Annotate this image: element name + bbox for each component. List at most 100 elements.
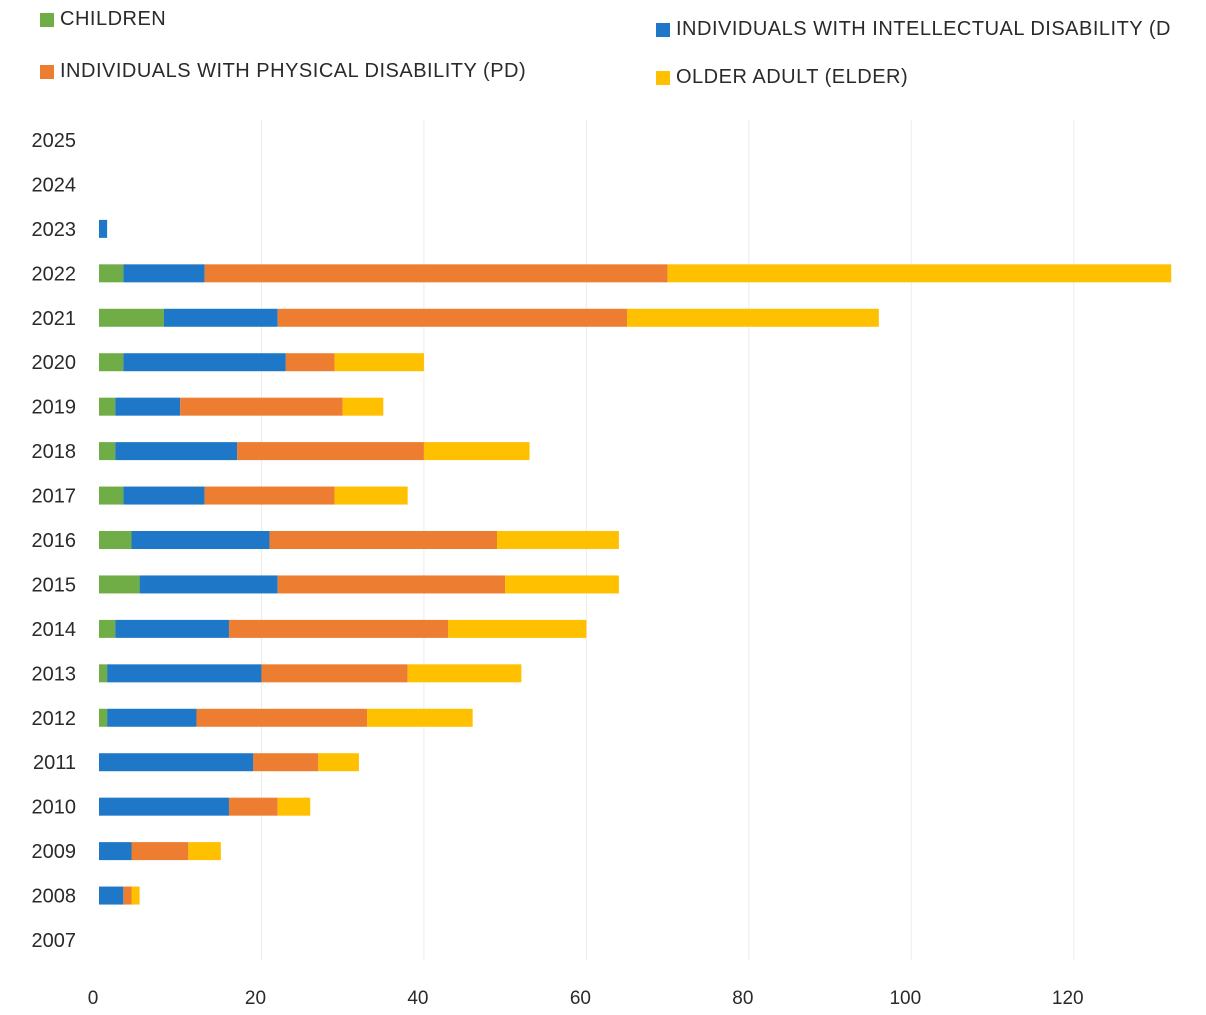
y-tick-label-2024: 2024 [32, 174, 77, 196]
bar-2020-series-1 [123, 353, 286, 372]
legend-item-children: CHILDREN [40, 8, 166, 31]
bar-2022-series-3 [667, 264, 1172, 283]
legend-label-children: CHILDREN [60, 8, 167, 30]
bar-2020-series-0 [99, 353, 124, 372]
bar-2019-series-2 [180, 397, 343, 416]
bar-2013-series-1 [107, 664, 262, 683]
bar-2008-series-2 [123, 886, 132, 905]
bar-2015-series-1 [139, 575, 278, 594]
legend-label-older-adult: OLDER ADULT (ELDER) [676, 66, 909, 88]
legend-swatch-children [40, 12, 54, 27]
y-tick-label-2016: 2016 [32, 530, 77, 552]
bar-2014-series-2 [228, 619, 449, 638]
bar-2016-series-0 [99, 531, 132, 549]
bar-2012-series-2 [196, 708, 368, 727]
y-tick-label-2011: 2011 [33, 752, 76, 774]
legend-swatch-older-adult [656, 70, 670, 85]
bar-2021-series-1 [163, 308, 278, 327]
y-tick-label-2022: 2022 [32, 263, 77, 285]
bar-2018-series-0 [99, 442, 116, 461]
y-tick-label-2023: 2023 [32, 219, 77, 241]
y-tick-label-2009: 2009 [32, 841, 77, 863]
bar-2012-series-1 [107, 708, 197, 727]
y-tick-label-2017: 2017 [32, 486, 77, 508]
legend-swatch-physical-disability [40, 64, 54, 79]
bar-2018-series-3 [423, 442, 530, 461]
bar-2019-series-0 [99, 397, 116, 416]
bar-2021-series-2 [277, 308, 627, 327]
x-axis-ticks: 0 20 40 60 80 100 120 [88, 988, 1084, 1009]
bar-2015-series-0 [99, 575, 140, 594]
bar-2008-series-1 [99, 886, 124, 905]
bar-2011-series-2 [253, 753, 319, 772]
bar-2021-series-3 [627, 308, 879, 327]
bar-2014-series-1 [115, 619, 229, 638]
y-tick-label-2013: 2013 [32, 663, 77, 685]
y-tick-label-2012: 2012 [32, 708, 77, 730]
legend-swatch-intellectual-disability [656, 22, 670, 37]
bar-2022-series-1 [123, 264, 205, 283]
bar-2013-series-3 [407, 664, 522, 683]
bar-2014-series-3 [448, 619, 587, 638]
x-tick-label-40: 40 [407, 988, 428, 1009]
y-tick-label-2015: 2015 [32, 574, 77, 596]
bar-2010-series-1 [99, 797, 229, 816]
y-tick-label-2025: 2025 [32, 130, 77, 152]
bar-2013-series-0 [99, 664, 108, 683]
bar-2012-series-0 [99, 708, 108, 727]
bar-2016-series-2 [269, 531, 498, 549]
bar-2018-series-1 [115, 442, 238, 461]
bar-2020-series-3 [334, 353, 424, 372]
y-tick-label-2018: 2018 [32, 441, 77, 463]
bar-2011-series-3 [318, 753, 359, 772]
bar-2018-series-2 [237, 442, 424, 461]
bar-2010-series-3 [277, 797, 311, 816]
bar-2019-series-3 [342, 397, 384, 416]
bar-2022-series-0 [99, 264, 124, 283]
legend-item-intellectual-disability: INDIVIDUALS WITH INTELLECTUAL DISABILITY… [656, 18, 1171, 41]
bar-2009-series-1 [99, 842, 132, 861]
bar-2015-series-2 [277, 575, 506, 594]
x-tick-label-60: 60 [570, 988, 591, 1009]
legend-item-physical-disability: INDIVIDUALS WITH PHYSICAL DISABILITY (PD… [40, 60, 526, 83]
bar-2017-series-1 [123, 486, 205, 505]
x-tick-label-100: 100 [889, 988, 921, 1009]
x-tick-label-0: 0 [88, 988, 99, 1009]
bar-2019-series-1 [115, 397, 181, 416]
bar-2011-series-1 [99, 753, 254, 772]
legend-label-intellectual-disability: INDIVIDUALS WITH INTELLECTUAL DISABILITY… [676, 18, 1171, 40]
bar-2010-series-2 [228, 797, 278, 816]
y-tick-label-2007: 2007 [32, 930, 77, 952]
bar-2008-series-3 [131, 886, 140, 905]
bars [99, 219, 1172, 905]
y-tick-label-2010: 2010 [32, 797, 77, 819]
bar-2009-series-3 [188, 842, 221, 861]
legend-item-older-adult: OLDER ADULT (ELDER) [656, 66, 908, 89]
x-tick-label-120: 120 [1052, 988, 1084, 1009]
x-tick-label-80: 80 [732, 988, 753, 1009]
y-tick-label-2021: 2021 [32, 308, 77, 330]
y-tick-label-2020: 2020 [32, 352, 77, 374]
bar-2017-series-2 [204, 486, 335, 505]
bar-2021-series-0 [99, 308, 164, 327]
bar-2014-series-0 [99, 619, 116, 638]
bar-2022-series-2 [204, 264, 668, 283]
bar-2015-series-3 [505, 575, 619, 594]
bar-2013-series-2 [261, 664, 408, 683]
y-tick-label-2019: 2019 [32, 397, 77, 419]
y-tick-label-2014: 2014 [32, 619, 77, 641]
bar-2012-series-3 [367, 708, 473, 727]
bar-2016-series-1 [131, 531, 270, 549]
bar-2016-series-3 [497, 531, 619, 549]
bar-2017-series-0 [99, 486, 124, 505]
bar-2009-series-2 [131, 842, 189, 861]
y-tick-label-2008: 2008 [32, 886, 77, 908]
y-axis-ticks: 2025 2024 2023 2022 2021 2020 2019 2018 2017 2016… [32, 130, 77, 952]
bar-2020-series-2 [285, 353, 335, 372]
x-tick-label-20: 20 [245, 988, 266, 1009]
legend-label-physical-disability: INDIVIDUALS WITH PHYSICAL DISABILITY (PD… [60, 60, 527, 82]
bar-2023-series-1 [99, 219, 108, 238]
bar-2017-series-3 [334, 486, 408, 505]
